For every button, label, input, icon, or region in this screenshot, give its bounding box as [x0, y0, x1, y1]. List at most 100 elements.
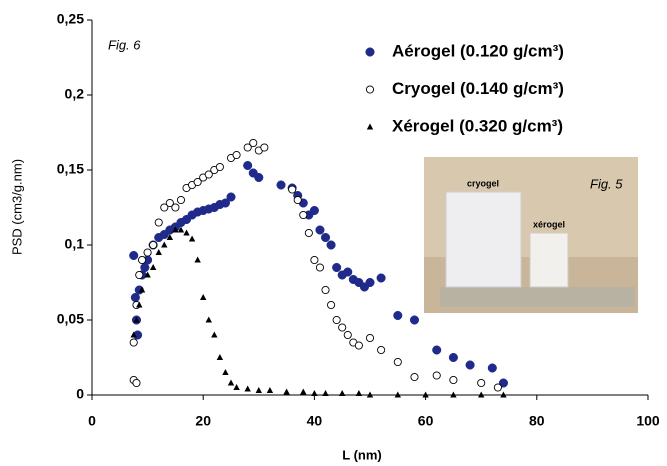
data-point: [320, 232, 331, 243]
data-point: [176, 195, 186, 205]
data-point: [132, 378, 141, 388]
inset-photo: cryogel xérogel Fig. 5: [424, 157, 638, 313]
legend-marker: [365, 85, 375, 94]
data-point: [137, 255, 147, 265]
data-point: [177, 226, 185, 233]
data-point: [327, 300, 336, 310]
data-point: [326, 240, 336, 250]
data-point: [243, 143, 252, 152]
data-point: [255, 387, 262, 393]
data-point: [310, 255, 319, 265]
legend-label: Aérogel (0.120 g/cm³): [392, 41, 564, 60]
data-point: [309, 205, 319, 216]
data-point: [409, 315, 420, 325]
y-tick-label: 0,1: [65, 236, 85, 252]
data-point: [354, 341, 363, 350]
inset-caption: Fig. 5: [590, 176, 623, 191]
data-point: [135, 270, 144, 280]
data-point: [338, 323, 347, 332]
x-tick-label: 80: [529, 413, 545, 429]
data-point: [183, 229, 190, 236]
data-point: [129, 250, 139, 261]
data-point: [339, 390, 346, 396]
y-tick-label: 0,05: [57, 311, 84, 327]
data-point: [432, 345, 442, 355]
data-point: [154, 218, 163, 227]
inset-label: xérogel: [533, 219, 565, 229]
data-point: [215, 162, 224, 172]
data-point: [129, 338, 138, 347]
data-point: [133, 316, 140, 323]
legend-marker: [365, 47, 375, 57]
x-tick-label: 100: [636, 413, 660, 429]
data-point: [322, 390, 329, 396]
data-point: [165, 198, 174, 208]
data-point: [130, 292, 140, 303]
data-point: [136, 301, 143, 308]
data-point: [227, 379, 235, 386]
data-point: [343, 330, 352, 340]
data-point: [260, 143, 269, 152]
y-tick-label: 0,2: [65, 86, 85, 102]
data-point: [332, 315, 341, 325]
data-point: [465, 360, 475, 370]
y-tick-label: 0,15: [57, 161, 84, 177]
data-point: [477, 378, 486, 388]
data-point: [144, 271, 151, 278]
data-point: [487, 363, 497, 373]
data-point: [193, 177, 202, 187]
annotation: Fig. 6: [108, 37, 141, 52]
data-point: [410, 372, 419, 382]
data-point: [422, 391, 429, 398]
data-point: [155, 249, 162, 255]
data-point: [365, 277, 375, 288]
x-tick-label: 20: [195, 413, 211, 429]
data-point: [355, 390, 363, 396]
data-point: [366, 391, 374, 398]
data-point: [216, 354, 224, 360]
x-tick-label: 0: [88, 413, 96, 429]
data-point: [365, 333, 375, 343]
data-point: [393, 357, 402, 367]
data-point: [200, 294, 207, 300]
data-point: [166, 234, 174, 240]
data-point: [244, 385, 251, 392]
data-point: [205, 316, 212, 323]
data-point: [500, 391, 507, 398]
data-point: [211, 331, 218, 338]
data-point: [149, 264, 157, 270]
data-point: [243, 160, 253, 171]
data-point: [233, 384, 240, 390]
data-point: [449, 375, 458, 385]
data-point: [498, 378, 508, 388]
data-point: [138, 286, 146, 293]
photo-xerogel-block: [529, 232, 569, 288]
data-point: [332, 262, 342, 273]
inset-label: cryogel: [467, 178, 499, 188]
data-point: [283, 388, 290, 395]
data-point: [394, 391, 401, 398]
data-point: [304, 228, 313, 238]
data-point: [130, 331, 137, 338]
x-tick-label: 40: [307, 413, 323, 429]
data-point: [448, 352, 458, 363]
data-point: [293, 195, 302, 205]
data-point: [450, 391, 457, 398]
data-point: [143, 248, 152, 257]
data-point: [311, 390, 318, 396]
data-point: [161, 241, 168, 248]
data-point: [254, 172, 264, 183]
data-point: [493, 383, 502, 392]
data-point: [288, 185, 297, 194]
data-point: [432, 371, 441, 380]
legend-marker: [366, 123, 374, 130]
data-point: [160, 203, 169, 212]
data-point: [226, 192, 236, 202]
data-point: [343, 267, 353, 277]
data-point: [300, 388, 307, 395]
data-point: [249, 138, 258, 148]
y-tick-label: 0,25: [57, 11, 84, 27]
data-point: [232, 150, 241, 160]
data-point: [478, 391, 485, 398]
